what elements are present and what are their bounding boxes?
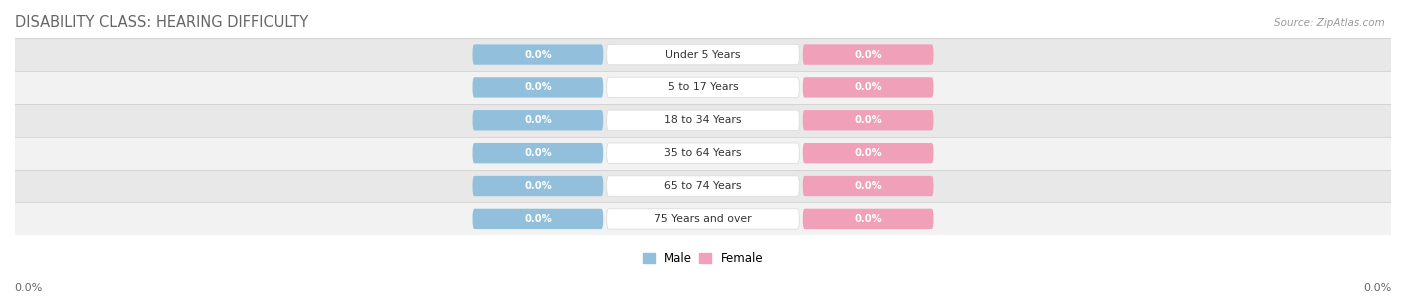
Bar: [15, 71, 1391, 104]
FancyBboxPatch shape: [803, 44, 934, 65]
Legend: Male, Female: Male, Female: [643, 252, 763, 265]
FancyBboxPatch shape: [606, 176, 800, 196]
Text: 0.0%: 0.0%: [1364, 283, 1392, 293]
Text: 0.0%: 0.0%: [855, 181, 882, 191]
FancyBboxPatch shape: [803, 143, 934, 163]
Text: 5 to 17 Years: 5 to 17 Years: [668, 82, 738, 92]
FancyBboxPatch shape: [606, 143, 800, 163]
Text: DISABILITY CLASS: HEARING DIFFICULTY: DISABILITY CLASS: HEARING DIFFICULTY: [15, 15, 308, 30]
Text: 65 to 74 Years: 65 to 74 Years: [664, 181, 742, 191]
Text: Under 5 Years: Under 5 Years: [665, 49, 741, 59]
FancyBboxPatch shape: [803, 77, 934, 98]
FancyBboxPatch shape: [472, 44, 603, 65]
FancyBboxPatch shape: [803, 176, 934, 196]
FancyBboxPatch shape: [803, 209, 934, 229]
FancyBboxPatch shape: [606, 209, 800, 229]
Text: 0.0%: 0.0%: [524, 49, 551, 59]
Text: 0.0%: 0.0%: [855, 82, 882, 92]
FancyBboxPatch shape: [472, 143, 603, 163]
Text: 0.0%: 0.0%: [524, 148, 551, 158]
Text: 18 to 34 Years: 18 to 34 Years: [664, 115, 742, 125]
Bar: [15, 137, 1391, 170]
Text: 0.0%: 0.0%: [855, 214, 882, 224]
Text: 35 to 64 Years: 35 to 64 Years: [664, 148, 742, 158]
FancyBboxPatch shape: [472, 110, 603, 131]
FancyBboxPatch shape: [606, 77, 800, 98]
Bar: [15, 38, 1391, 71]
FancyBboxPatch shape: [472, 209, 603, 229]
FancyBboxPatch shape: [472, 176, 603, 196]
FancyBboxPatch shape: [606, 44, 800, 65]
Bar: [15, 170, 1391, 203]
Text: 0.0%: 0.0%: [524, 181, 551, 191]
Text: 0.0%: 0.0%: [855, 49, 882, 59]
FancyBboxPatch shape: [606, 110, 800, 131]
Text: Source: ZipAtlas.com: Source: ZipAtlas.com: [1274, 18, 1385, 28]
Bar: [15, 203, 1391, 235]
Text: 0.0%: 0.0%: [524, 115, 551, 125]
Text: 0.0%: 0.0%: [14, 283, 42, 293]
Text: 0.0%: 0.0%: [524, 214, 551, 224]
Text: 0.0%: 0.0%: [855, 115, 882, 125]
Bar: [15, 104, 1391, 137]
Text: 0.0%: 0.0%: [855, 148, 882, 158]
FancyBboxPatch shape: [803, 110, 934, 131]
Text: 0.0%: 0.0%: [524, 82, 551, 92]
FancyBboxPatch shape: [472, 77, 603, 98]
Text: 75 Years and over: 75 Years and over: [654, 214, 752, 224]
